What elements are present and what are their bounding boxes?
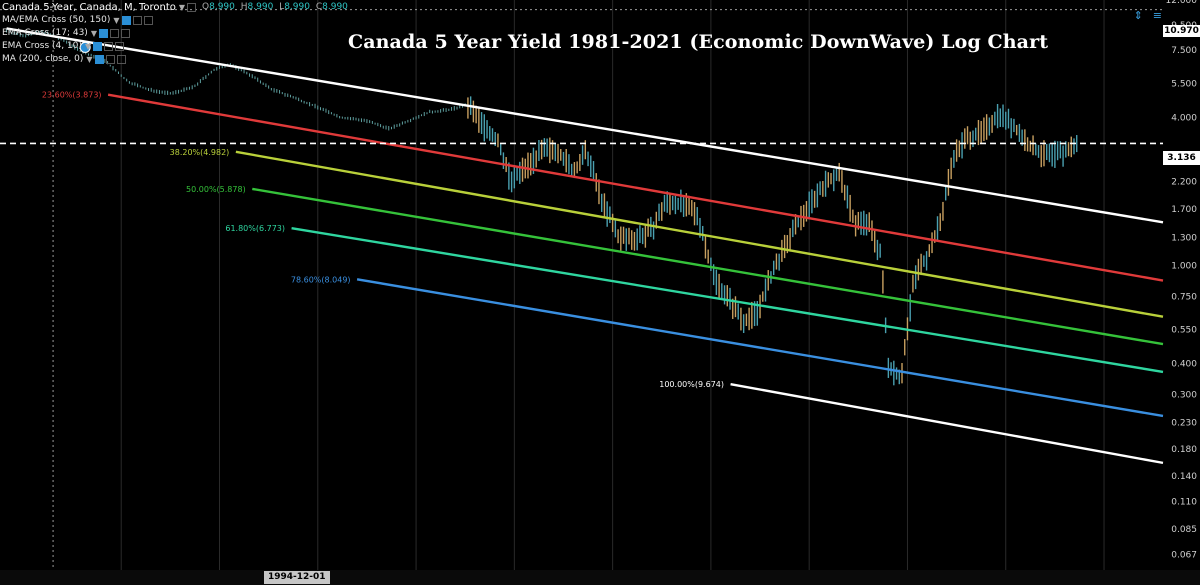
visibility-icon[interactable] (109, 29, 119, 38)
pivot-marker-icon (79, 41, 91, 53)
close-icon[interactable] (120, 29, 130, 38)
close-icon[interactable] (143, 16, 153, 25)
study-row[interactable]: MA (200, close, 0) ▼ (2, 53, 351, 66)
y-tick-label: 2.200 (1171, 177, 1197, 187)
fib-line (291, 226, 1164, 374)
chevron-down-icon[interactable]: ▼ (178, 3, 186, 12)
visibility-icon[interactable] (132, 16, 142, 25)
fib-line (252, 187, 1164, 346)
study-label[interactable]: EMA Cross (4, 10) (2, 41, 82, 51)
fib-line (107, 93, 1164, 282)
y-tick-label: 0.750 (1171, 292, 1197, 302)
legend: Canada 5-Year, Canada, M, Toronto ▼ O8.9… (2, 1, 351, 66)
y-tick-label: 0.085 (1171, 525, 1197, 535)
high-value: 8.990 (247, 2, 274, 12)
open-value: 8.990 (209, 2, 235, 12)
study-label[interactable]: MA/EMA Cross (50, 150) (2, 15, 111, 25)
symbol-title[interactable]: Canada 5-Year, Canada, M, Toronto (2, 2, 176, 13)
y-tick-label: 0.550 (1171, 326, 1197, 336)
study-label[interactable]: MA (200, close, 0) (2, 54, 84, 64)
y-tick-label: 12.000 (1166, 0, 1198, 6)
close-value: 8.990 (322, 2, 348, 12)
y-tick-label: 0.140 (1171, 472, 1197, 482)
visibility-icon[interactable] (105, 55, 115, 64)
open-label: O (202, 2, 210, 12)
fib-label: 100.00%(9.674) (659, 380, 724, 389)
chevron-down-icon[interactable]: ▼ (84, 42, 92, 51)
low-label: L (279, 2, 285, 12)
menu-icon[interactable]: ≡ (1152, 9, 1162, 22)
fib-label: 23.60%(3.873) (42, 91, 102, 100)
close-icon[interactable] (116, 55, 126, 64)
fib-label: 50.00%(5.878) (186, 185, 246, 194)
y-tick-label: 0.110 (1171, 498, 1197, 508)
close-label: C (315, 2, 323, 12)
study-row[interactable]: EMA Cross (4, 10) ▼ (2, 40, 351, 53)
y-tick-label: 0.400 (1171, 360, 1197, 370)
high-label: H (240, 2, 248, 12)
y-tick-label: 0.067 (1171, 551, 1197, 561)
study-row[interactable]: MA/EMA Cross (50, 150) ▼ (2, 14, 351, 27)
last-price-badge: 3.136 (1163, 151, 1200, 165)
fib-label: 38.20%(4.982) (170, 148, 230, 157)
fib-label: 61.80%(6.773) (225, 224, 285, 233)
fib-label: 78.60%(8.049) (291, 275, 351, 284)
y-tick-label: 0.300 (1171, 390, 1197, 400)
scale-icon[interactable]: ⇕ (1133, 9, 1143, 22)
chevron-down-icon[interactable]: ▼ (86, 55, 93, 64)
y-tick-label: 1.300 (1171, 234, 1197, 244)
y-tick-label: 0.180 (1171, 445, 1197, 455)
legend-title-row[interactable]: Canada 5-Year, Canada, M, Toronto ▼ O8.9… (2, 1, 351, 14)
chart-toolbar: ⇕ ≡ (1134, 9, 1162, 22)
fib-line (356, 278, 1164, 418)
x-axis[interactable] (0, 570, 1200, 585)
chart-title: Canada 5 Year Yield 1981-2021 (Economic … (348, 31, 1049, 53)
crosshair-date-label: 1994-12-01 (264, 571, 330, 584)
chevron-down-icon[interactable]: ▼ (113, 16, 120, 25)
study-row[interactable]: EMA Cross (17; 43) ▼ (2, 27, 351, 40)
y-tick-label: 7.500 (1171, 46, 1197, 56)
study-label[interactable]: EMA Cross (17; 43) (2, 28, 88, 38)
low-value: 8.990 (284, 2, 310, 12)
y-tick-label: 1.000 (1171, 262, 1197, 272)
visibility-icon[interactable] (104, 42, 114, 51)
chevron-down-icon[interactable]: ▼ (90, 29, 97, 38)
y-tick-label: 1.700 (1171, 205, 1197, 215)
settings-icon[interactable] (121, 16, 131, 25)
close-icon[interactable] (115, 42, 125, 51)
y-tick-label: 4.000 (1171, 113, 1197, 123)
settings-icon[interactable] (187, 3, 197, 12)
settings-icon[interactable] (98, 29, 108, 38)
fib-line (235, 150, 1164, 318)
fib-line (730, 382, 1164, 465)
ohlc-readout: O8.990 H8.990 L8.990 C8.990 (202, 1, 351, 14)
y-tick-label: 0.230 (1171, 419, 1197, 429)
y-tick-label: 5.500 (1171, 79, 1197, 89)
fib-line (6, 27, 1164, 224)
high-price-badge: 10.970 (1163, 25, 1200, 37)
settings-icon[interactable] (93, 42, 103, 51)
settings-icon[interactable] (94, 55, 104, 64)
